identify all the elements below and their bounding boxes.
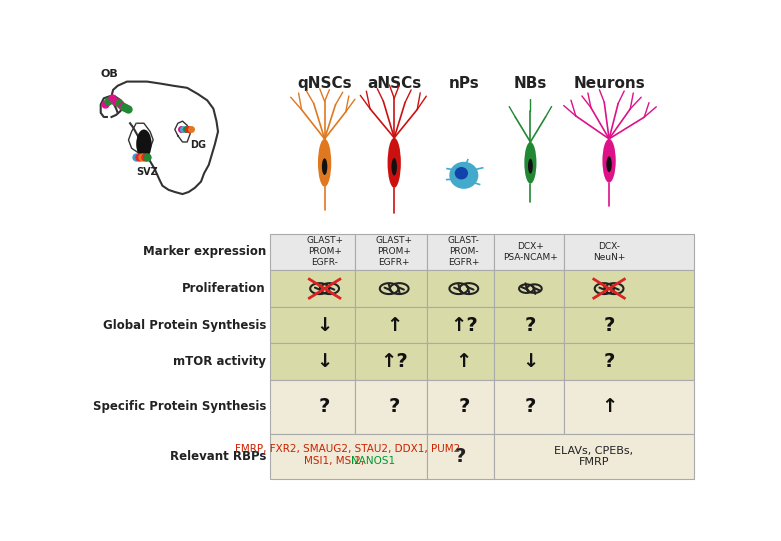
Ellipse shape bbox=[528, 159, 533, 174]
Text: ?: ? bbox=[604, 352, 615, 371]
Text: ↑?: ↑? bbox=[450, 315, 478, 334]
Bar bbox=[564, 307, 694, 343]
Text: Global Protein Synthesis: Global Protein Synthesis bbox=[102, 319, 266, 332]
Text: FMRP, FXR2, SMAUG2, STAU2, DDX1, PUM2,: FMRP, FXR2, SMAUG2, STAU2, DDX1, PUM2, bbox=[234, 444, 463, 454]
Text: Marker expression: Marker expression bbox=[143, 245, 266, 258]
Text: GLAST+
PROM+
EGFR-: GLAST+ PROM+ EGFR- bbox=[306, 236, 343, 267]
Bar bbox=[270, 234, 355, 270]
Bar bbox=[270, 307, 355, 343]
Text: Specific Protein Synthesis: Specific Protein Synthesis bbox=[92, 400, 266, 413]
Bar bbox=[564, 234, 694, 270]
Text: qNSCs: qNSCs bbox=[298, 76, 352, 91]
Text: ↑: ↑ bbox=[455, 352, 472, 371]
Bar bbox=[427, 433, 494, 479]
Bar bbox=[355, 307, 427, 343]
Bar bbox=[564, 270, 694, 307]
Text: ?: ? bbox=[388, 398, 400, 417]
Ellipse shape bbox=[387, 138, 401, 188]
Text: ELAVs, CPEBs,
FMRP: ELAVs, CPEBs, FMRP bbox=[555, 446, 633, 467]
Text: ?: ? bbox=[525, 315, 536, 334]
Text: ?: ? bbox=[319, 398, 330, 417]
Text: aNSCs: aNSCs bbox=[367, 76, 421, 91]
Ellipse shape bbox=[602, 139, 615, 183]
Bar bbox=[355, 234, 427, 270]
Ellipse shape bbox=[606, 156, 612, 172]
Bar bbox=[564, 380, 694, 433]
Bar bbox=[427, 380, 494, 433]
Bar bbox=[494, 234, 564, 270]
Ellipse shape bbox=[455, 167, 468, 180]
Bar bbox=[494, 380, 564, 433]
Text: ?: ? bbox=[525, 398, 536, 417]
Bar bbox=[355, 270, 427, 307]
Ellipse shape bbox=[449, 162, 478, 189]
Text: NBs: NBs bbox=[514, 76, 547, 91]
Ellipse shape bbox=[391, 158, 397, 176]
Bar bbox=[427, 343, 494, 380]
Text: Neurons: Neurons bbox=[573, 76, 645, 91]
Text: Relevant RBPs: Relevant RBPs bbox=[169, 450, 266, 463]
Text: ↑: ↑ bbox=[386, 315, 402, 334]
Text: ↑?: ↑? bbox=[380, 352, 408, 371]
Bar bbox=[270, 380, 355, 433]
Text: ↓: ↓ bbox=[522, 352, 539, 371]
Bar bbox=[270, 433, 427, 479]
Bar bbox=[564, 343, 694, 380]
Bar bbox=[494, 270, 564, 307]
Text: MSI1, MSI2,: MSI1, MSI2, bbox=[304, 456, 367, 466]
Text: GLAST-
PROM-
EGFR+: GLAST- PROM- EGFR+ bbox=[448, 236, 480, 267]
Text: GLAST+
PROM+
EGFR+: GLAST+ PROM+ EGFR+ bbox=[376, 236, 412, 267]
Text: DCX-
NeuN+: DCX- NeuN+ bbox=[593, 242, 626, 262]
Text: mTOR activity: mTOR activity bbox=[173, 355, 266, 368]
Bar bbox=[270, 343, 355, 380]
Text: ↑: ↑ bbox=[601, 398, 617, 417]
Bar bbox=[427, 307, 494, 343]
Ellipse shape bbox=[322, 159, 327, 175]
Bar bbox=[494, 343, 564, 380]
Bar bbox=[270, 270, 355, 307]
Bar bbox=[427, 270, 494, 307]
Text: ?: ? bbox=[604, 315, 615, 334]
Bar bbox=[355, 343, 427, 380]
Text: Proliferation: Proliferation bbox=[182, 282, 266, 295]
Bar bbox=[494, 307, 564, 343]
Text: ↓: ↓ bbox=[316, 352, 333, 371]
Text: ?: ? bbox=[458, 398, 469, 417]
Bar bbox=[355, 380, 427, 433]
Text: ↓: ↓ bbox=[316, 315, 333, 334]
Text: ?: ? bbox=[455, 447, 466, 466]
Text: NANOS1: NANOS1 bbox=[351, 456, 395, 466]
Bar bbox=[494, 433, 694, 479]
Ellipse shape bbox=[318, 139, 331, 187]
Bar bbox=[427, 234, 494, 270]
Text: DCX+
PSA-NCAM+: DCX+ PSA-NCAM+ bbox=[503, 242, 558, 262]
Ellipse shape bbox=[524, 142, 537, 183]
Text: nPs: nPs bbox=[448, 76, 480, 91]
